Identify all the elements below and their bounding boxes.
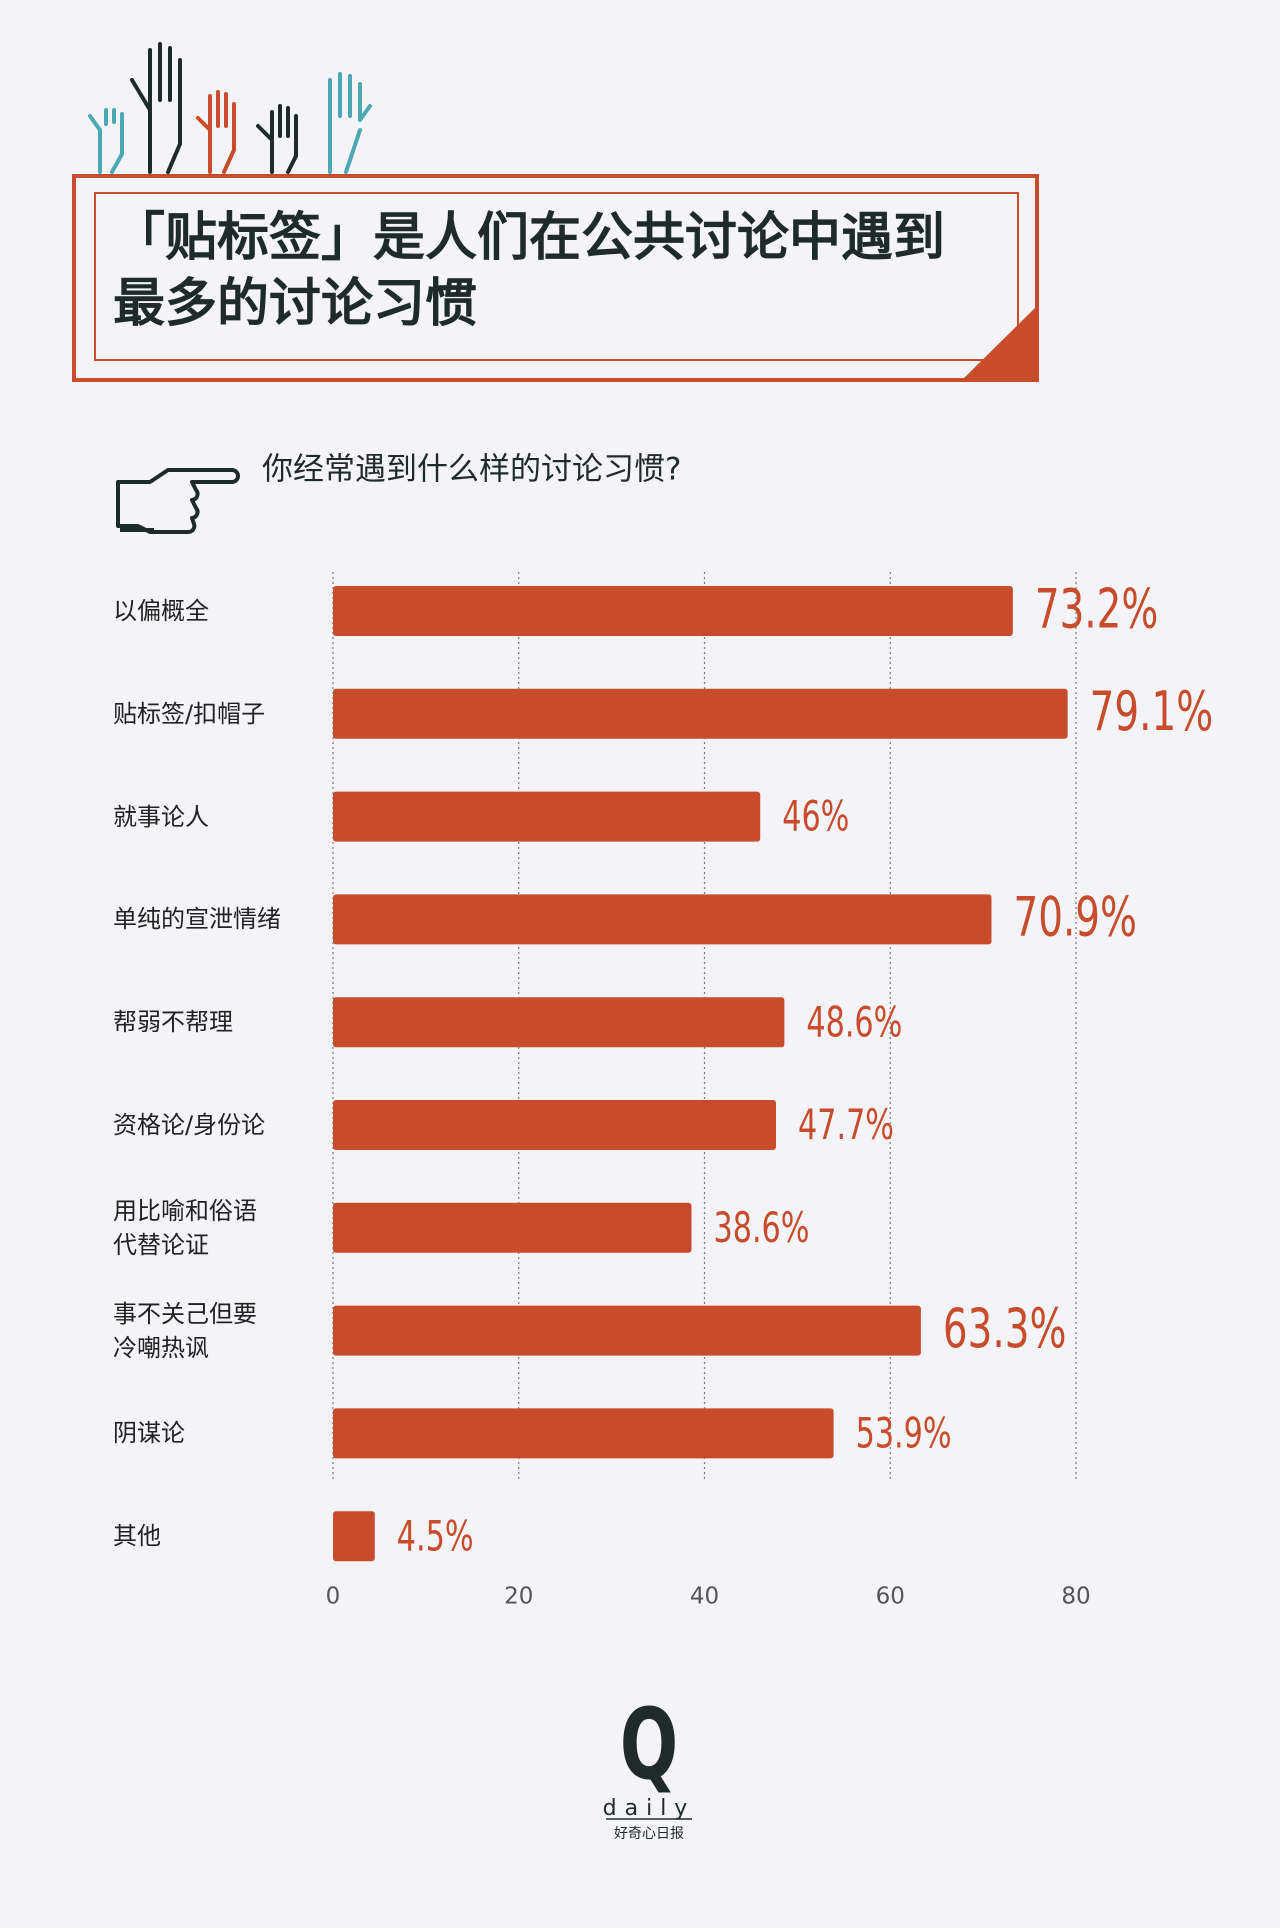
x-tick-label: 80 — [1061, 1584, 1090, 1610]
bar — [333, 688, 1068, 739]
x-tick-label: 60 — [876, 1584, 905, 1610]
category-label: 单纯的宣泄情绪 — [113, 905, 281, 934]
pointing-hand-icon — [116, 468, 240, 534]
bar — [333, 1511, 375, 1562]
value-label: 70.9% — [1013, 886, 1137, 949]
chart-subtitle: 你经常遇到什么样的讨论习惯? — [262, 452, 681, 488]
category-label: 阴谋论 — [113, 1419, 185, 1448]
category-label: 用比喻和俗语 代替论证 — [113, 1196, 257, 1259]
category-label: 资格论/身份论 — [113, 1111, 266, 1139]
x-tick-label: 0 — [326, 1584, 341, 1610]
category-label: 事不关己但要 冷嘲热讽 — [113, 1299, 257, 1362]
value-label: 53.9% — [856, 1408, 952, 1457]
title: 「贴标签」是人们在公共讨论中遇到 最多的讨论习惯 — [113, 208, 946, 334]
category-label: 贴标签/扣帽子 — [113, 699, 266, 728]
value-label: 73.2% — [1035, 578, 1159, 641]
value-label: 63.3% — [943, 1298, 1067, 1361]
value-label: 46% — [782, 792, 849, 841]
logo: Q — [620, 1686, 678, 1801]
value-label: 48.6% — [806, 997, 902, 1046]
title-frame — [72, 174, 1039, 382]
corner-triangle — [962, 306, 1037, 380]
value-label: 47.7% — [798, 1100, 894, 1149]
hands-icon — [88, 42, 372, 174]
title-inner-frame — [94, 192, 1019, 361]
category-label: 以偏概全 — [113, 597, 209, 625]
brand: daily — [603, 1796, 696, 1821]
bar — [333, 791, 761, 842]
bar — [333, 1305, 921, 1356]
category-label: 就事论人 — [113, 802, 209, 831]
category-label: 帮弱不帮理 — [113, 1008, 233, 1037]
bar — [333, 894, 992, 945]
bar — [333, 586, 1013, 636]
x-tick-label: 40 — [690, 1584, 719, 1610]
category-label: 其他 — [113, 1522, 161, 1551]
x-tick-label: 20 — [504, 1584, 533, 1610]
value-label: 79.1% — [1090, 681, 1214, 744]
bar — [333, 1408, 834, 1459]
value-label: 4.5% — [397, 1511, 474, 1560]
brand-cn: 好奇心日报 — [614, 1825, 684, 1842]
bar — [333, 1100, 777, 1150]
bar — [333, 997, 785, 1048]
value-label: 38.6% — [713, 1203, 809, 1252]
bar — [333, 1202, 692, 1253]
